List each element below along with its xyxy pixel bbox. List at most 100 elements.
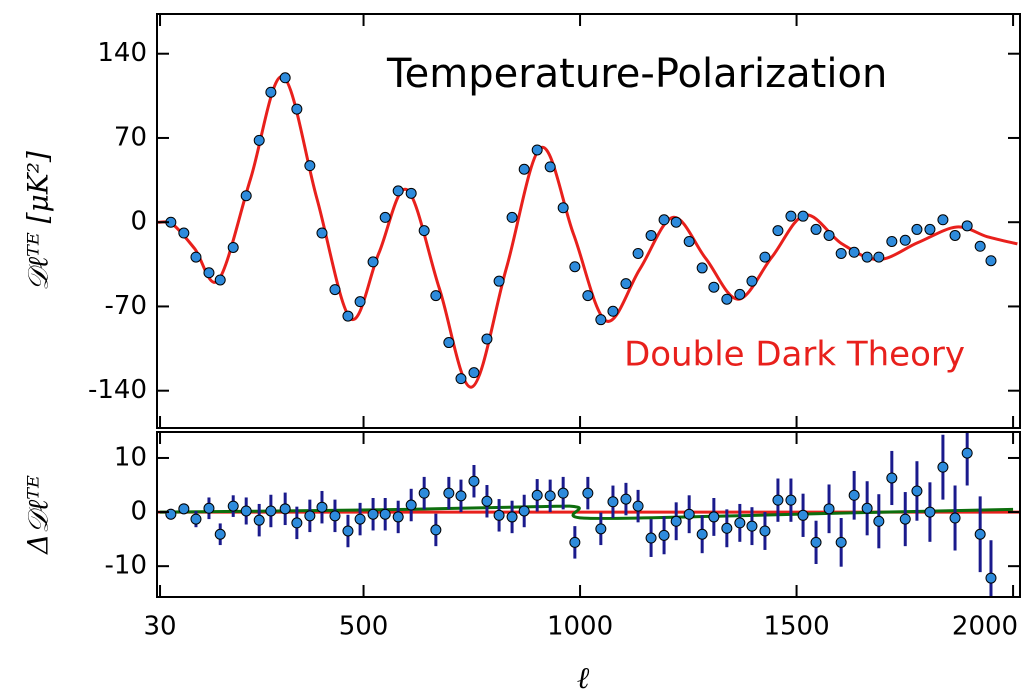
- data-point: [974, 528, 986, 540]
- data-point: [481, 333, 493, 345]
- x-tick-label: 30: [143, 612, 176, 642]
- data-point: [279, 503, 291, 515]
- data-point: [899, 513, 911, 525]
- x-tick-label: 1000: [547, 612, 613, 642]
- data-point: [721, 293, 733, 305]
- data-point: [772, 494, 784, 506]
- data-point: [810, 223, 822, 235]
- data-point: [746, 275, 758, 287]
- data-point: [607, 305, 619, 317]
- data-point: [379, 508, 391, 520]
- data-point: [785, 494, 797, 506]
- data-point: [632, 247, 644, 259]
- y-tick-label: -140: [88, 375, 147, 405]
- data-point: [607, 496, 619, 508]
- data-point: [937, 461, 949, 473]
- data-point: [620, 493, 632, 505]
- data-point: [468, 367, 480, 379]
- data-point: [329, 510, 341, 522]
- data-point: [214, 274, 226, 286]
- data-point: [379, 211, 391, 223]
- line: [160, 504, 1014, 521]
- data-point: [645, 532, 657, 544]
- data-point: [493, 509, 505, 521]
- data-point: [961, 447, 973, 459]
- data-point: [797, 210, 809, 222]
- data-point: [468, 475, 480, 487]
- data-point: [911, 223, 923, 235]
- data-point: [418, 225, 430, 237]
- data-point: [658, 214, 670, 226]
- data-point: [582, 290, 594, 302]
- data-point: [835, 247, 847, 259]
- data-point: [304, 160, 316, 172]
- data-point: [227, 500, 239, 512]
- data-point: [961, 220, 973, 232]
- data-point: [949, 229, 961, 241]
- data-point: [670, 515, 682, 527]
- data-point: [937, 214, 949, 226]
- data-point: [443, 337, 455, 349]
- data-point: [861, 502, 873, 514]
- data-point: [506, 211, 518, 223]
- data-point: [203, 267, 215, 279]
- frame: [156, 13, 1021, 429]
- data-point: [848, 489, 860, 501]
- data-point: [569, 536, 581, 548]
- data-point: [683, 235, 695, 247]
- data-point: [595, 314, 607, 326]
- plot-area: [157, 432, 1020, 597]
- data-point: [342, 525, 354, 537]
- y-tick-label: -10: [105, 551, 147, 581]
- x-tick-label: 1500: [763, 612, 829, 642]
- data-point: [734, 288, 746, 300]
- data-point: [734, 517, 746, 529]
- data-point: [329, 284, 341, 296]
- series-label: Double Dark Theory: [624, 335, 965, 375]
- data-point: [518, 163, 530, 175]
- y-tick-label: 0: [130, 207, 147, 237]
- data-point: [696, 528, 708, 540]
- data-point: [886, 235, 898, 247]
- y-tick-label: -70: [105, 291, 147, 321]
- data-point: [518, 505, 530, 517]
- data-point: [557, 202, 569, 214]
- data-point: [418, 487, 430, 499]
- data-point: [430, 524, 442, 536]
- data-point: [683, 508, 695, 520]
- data-point: [367, 508, 379, 520]
- data-point: [316, 227, 328, 239]
- data-point: [873, 251, 885, 263]
- y-tick-label: 140: [97, 38, 147, 68]
- data-point: [165, 508, 177, 520]
- data-point: [861, 251, 873, 263]
- data-point: [810, 536, 822, 548]
- data-point: [873, 515, 885, 527]
- data-point: [506, 511, 518, 523]
- data-point: [924, 506, 936, 518]
- data-point: [531, 144, 543, 156]
- data-point: [985, 572, 997, 584]
- data-point: [178, 503, 190, 515]
- data-point: [443, 487, 455, 499]
- data-point: [190, 251, 202, 263]
- data-point: [582, 487, 594, 499]
- data-point: [708, 511, 720, 523]
- data-point: [214, 528, 226, 540]
- data-point: [785, 210, 797, 222]
- data-point: [392, 511, 404, 523]
- y-axis-label: 𝒟ℓᵀᴱ [μK²]: [22, 151, 55, 291]
- data-point: [493, 275, 505, 287]
- x-tick-label: 500: [339, 612, 389, 642]
- data-point: [544, 161, 556, 173]
- data-point: [405, 187, 417, 199]
- data-point: [392, 185, 404, 197]
- data-point: [405, 499, 417, 511]
- data-point: [342, 310, 354, 322]
- data-point: [696, 262, 708, 274]
- data-point: [911, 485, 923, 497]
- data-point: [367, 256, 379, 268]
- data-point: [848, 246, 860, 258]
- data-point: [899, 234, 911, 246]
